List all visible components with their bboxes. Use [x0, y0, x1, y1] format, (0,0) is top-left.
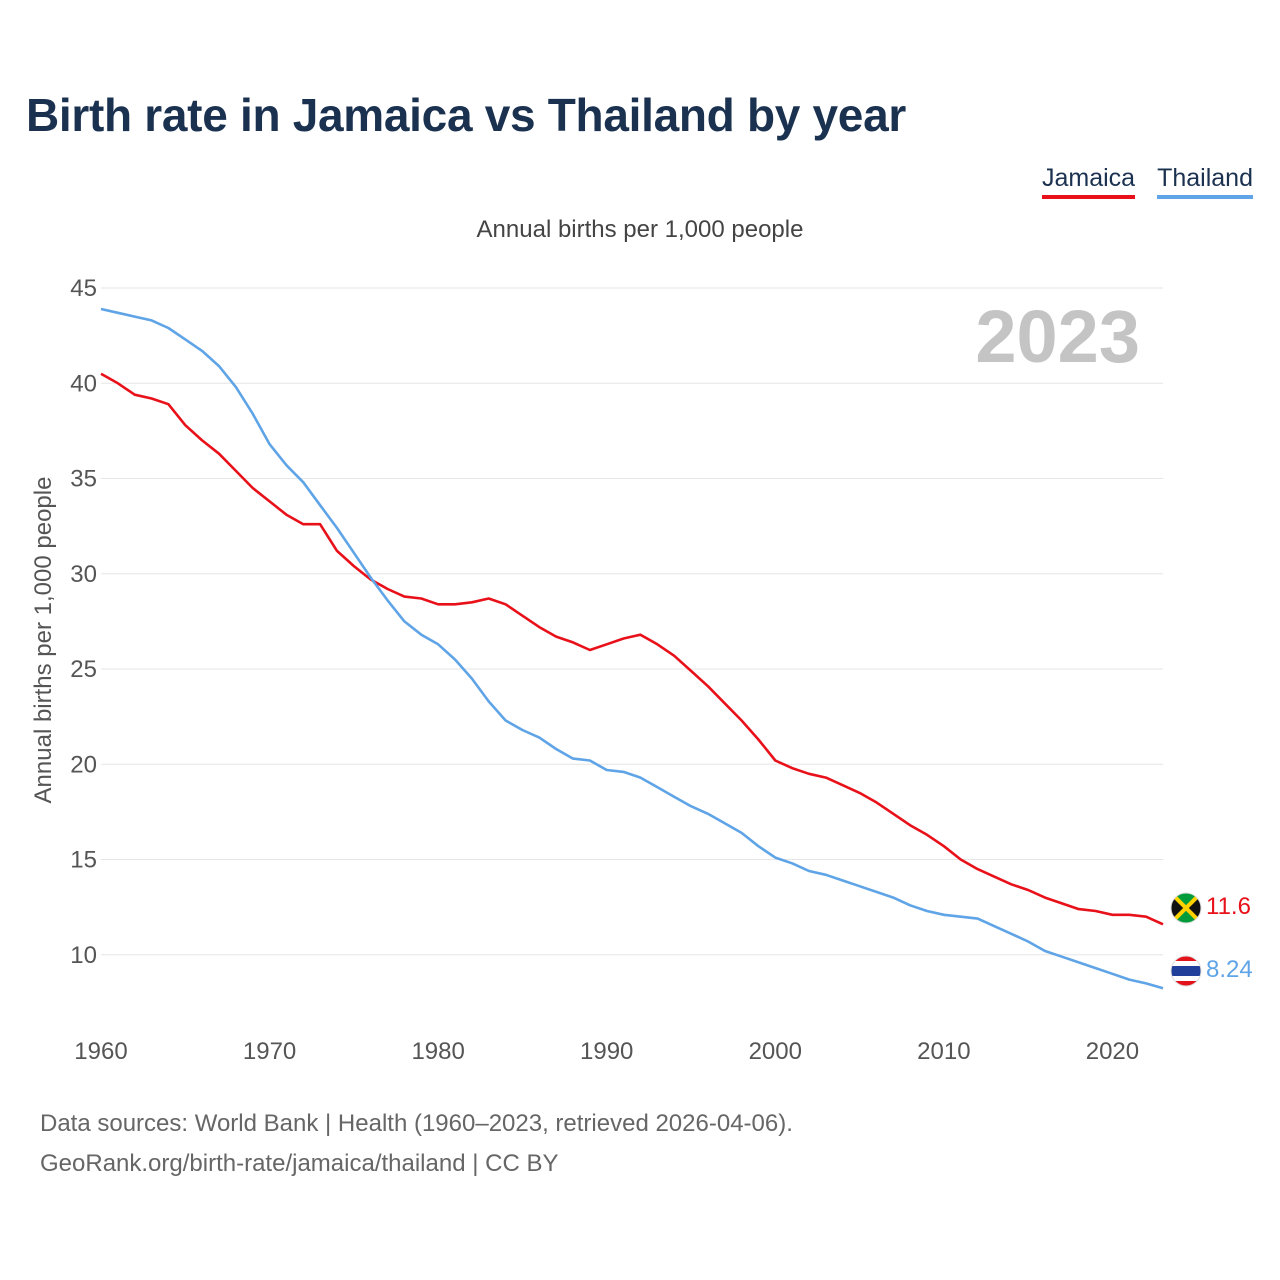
- page-title: Birth rate in Jamaica vs Thailand by yea…: [26, 89, 906, 141]
- chart-subtitle: Annual births per 1,000 people: [476, 216, 804, 243]
- series-lines: [100, 307, 1164, 990]
- y-axis-label: Annual births per 1,000 people: [30, 477, 57, 804]
- x-tick-label: 1980: [411, 1038, 464, 1065]
- x-axis-ticks: 1960 1970 1980 1990 2000 2010 2020: [74, 1038, 1139, 1065]
- jamaica-flag-icon: [1170, 892, 1202, 924]
- x-tick-label: 2010: [917, 1038, 970, 1065]
- legend-item-jamaica[interactable]: Jamaica: [1042, 164, 1136, 199]
- y-tick-label: 20: [70, 751, 97, 778]
- y-axis-ticks: 10 15 20 25 30 35 40 45: [70, 275, 97, 969]
- x-tick-label: 2000: [749, 1038, 802, 1065]
- series-line-jamaica: [100, 372, 1164, 926]
- legend-item-thailand[interactable]: Thailand: [1157, 164, 1253, 199]
- x-tick-label: 2020: [1086, 1038, 1139, 1065]
- series-line-thailand: [100, 307, 1164, 990]
- y-tick-label: 10: [70, 942, 97, 969]
- source-note: Data sources: World Bank | Health (1960–…: [40, 1110, 793, 1137]
- thailand-end-label: 8.24: [1206, 956, 1253, 983]
- credit-link[interactable]: GeoRank.org/birth-rate/jamaica/thailand …: [40, 1150, 559, 1177]
- y-tick-label: 35: [70, 466, 97, 493]
- y-tick-label: 15: [70, 847, 97, 874]
- x-tick-label: 1990: [580, 1038, 633, 1065]
- y-tick-label: 25: [70, 656, 97, 683]
- thailand-flag-icon: [1170, 955, 1202, 987]
- x-tick-label: 1970: [243, 1038, 296, 1065]
- y-tick-label: 45: [70, 275, 97, 302]
- y-tick-label: 40: [70, 370, 97, 397]
- year-watermark: 2023: [975, 295, 1140, 378]
- legend: Jamaica Thailand: [1042, 164, 1253, 199]
- grid: [101, 287, 1163, 956]
- jamaica-end-label: 11.6: [1206, 893, 1251, 920]
- line-chart: 10 15 20 25 30 35 40 45 1960 1970 1980 1990 2000 201…: [30, 275, 1253, 1065]
- y-tick-label: 30: [70, 561, 97, 588]
- footer: Data sources: World Bank | Health (1960–…: [40, 1104, 793, 1184]
- x-tick-label: 1960: [74, 1038, 127, 1065]
